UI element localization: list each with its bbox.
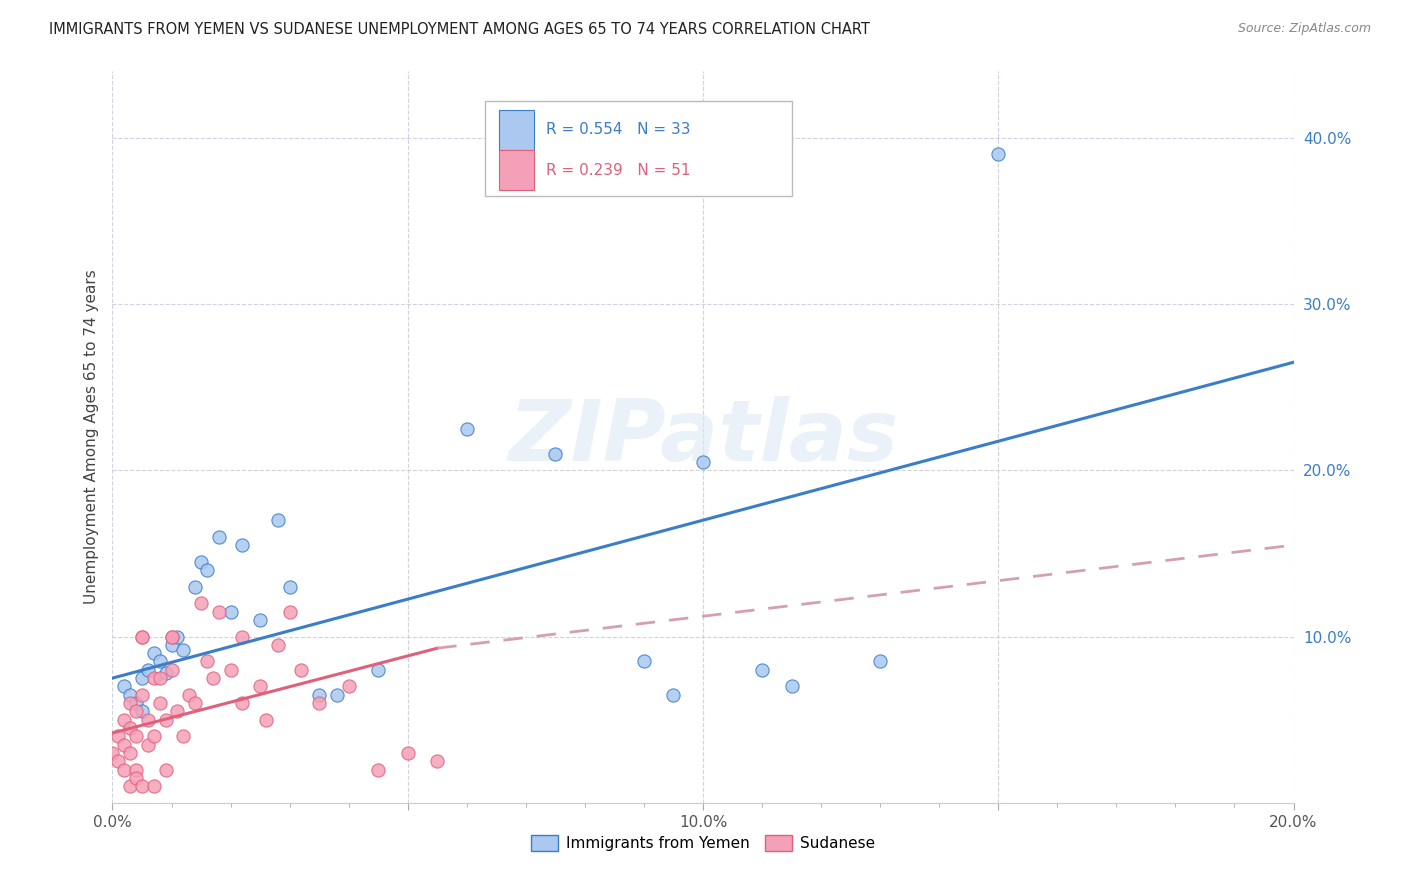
Point <box>267 638 290 652</box>
Point <box>208 605 231 619</box>
Text: R = 0.239   N = 51: R = 0.239 N = 51 <box>546 162 690 178</box>
Point <box>172 729 194 743</box>
Point <box>131 779 153 793</box>
Point <box>160 638 183 652</box>
Point <box>184 580 207 594</box>
Point <box>149 671 172 685</box>
Point <box>751 663 773 677</box>
Point <box>131 705 153 719</box>
Text: ZIPatlas: ZIPatlas <box>508 395 898 479</box>
Point <box>120 746 142 760</box>
Point <box>112 763 135 777</box>
Point <box>337 680 360 694</box>
Point <box>308 696 330 710</box>
Point <box>254 713 277 727</box>
Point <box>231 696 253 710</box>
Point <box>219 605 242 619</box>
Point <box>184 696 207 710</box>
Point <box>155 666 177 681</box>
Point <box>308 688 330 702</box>
Point <box>195 563 218 577</box>
FancyBboxPatch shape <box>485 101 792 195</box>
Point <box>149 696 172 710</box>
Point <box>125 705 148 719</box>
Point <box>131 688 153 702</box>
Point <box>692 455 714 469</box>
Point <box>136 738 159 752</box>
Bar <box>499 110 534 150</box>
Point <box>101 746 124 760</box>
Point <box>190 555 212 569</box>
Point <box>195 655 218 669</box>
Text: R = 0.554   N = 33: R = 0.554 N = 33 <box>546 122 690 137</box>
Point <box>869 655 891 669</box>
Point <box>160 630 183 644</box>
Point <box>131 630 153 644</box>
Point <box>142 646 165 660</box>
Point <box>120 721 142 735</box>
Point <box>136 713 159 727</box>
Point <box>278 580 301 594</box>
Point <box>160 663 183 677</box>
Point <box>456 422 478 436</box>
Point <box>190 596 212 610</box>
Point <box>780 680 803 694</box>
Point <box>112 680 135 694</box>
Point <box>278 605 301 619</box>
Point <box>633 655 655 669</box>
Point <box>142 671 165 685</box>
Point <box>326 688 349 702</box>
Point <box>367 763 389 777</box>
Point <box>172 643 194 657</box>
Point <box>149 655 172 669</box>
Point <box>142 779 165 793</box>
Point <box>249 613 271 627</box>
Text: IMMIGRANTS FROM YEMEN VS SUDANESE UNEMPLOYMENT AMONG AGES 65 TO 74 YEARS CORRELA: IMMIGRANTS FROM YEMEN VS SUDANESE UNEMPL… <box>49 22 870 37</box>
Point <box>142 729 165 743</box>
Point <box>112 738 135 752</box>
Point <box>231 630 253 644</box>
Point <box>131 630 153 644</box>
Point <box>166 630 188 644</box>
Point <box>662 688 685 702</box>
Point <box>120 688 142 702</box>
Point <box>107 754 129 768</box>
Text: Source: ZipAtlas.com: Source: ZipAtlas.com <box>1237 22 1371 36</box>
Point <box>179 688 201 702</box>
Point <box>125 729 148 743</box>
Point <box>160 630 183 644</box>
Point <box>208 530 231 544</box>
Point <box>426 754 449 768</box>
Point <box>120 779 142 793</box>
Point <box>249 680 271 694</box>
Point <box>987 147 1010 161</box>
Point <box>155 763 177 777</box>
Point <box>125 771 148 785</box>
Point <box>231 538 253 552</box>
Point <box>125 696 148 710</box>
Point <box>155 713 177 727</box>
Legend: Immigrants from Yemen, Sudanese: Immigrants from Yemen, Sudanese <box>524 830 882 857</box>
Point <box>112 713 135 727</box>
Point <box>396 746 419 760</box>
Point <box>290 663 312 677</box>
Point <box>544 447 567 461</box>
Point <box>120 696 142 710</box>
Point <box>131 671 153 685</box>
Point <box>125 763 148 777</box>
Point <box>136 663 159 677</box>
Point <box>201 671 224 685</box>
Point <box>267 513 290 527</box>
Point <box>107 729 129 743</box>
Bar <box>499 150 534 190</box>
Point <box>367 663 389 677</box>
Y-axis label: Unemployment Among Ages 65 to 74 years: Unemployment Among Ages 65 to 74 years <box>83 269 98 605</box>
Point <box>166 705 188 719</box>
Point <box>219 663 242 677</box>
